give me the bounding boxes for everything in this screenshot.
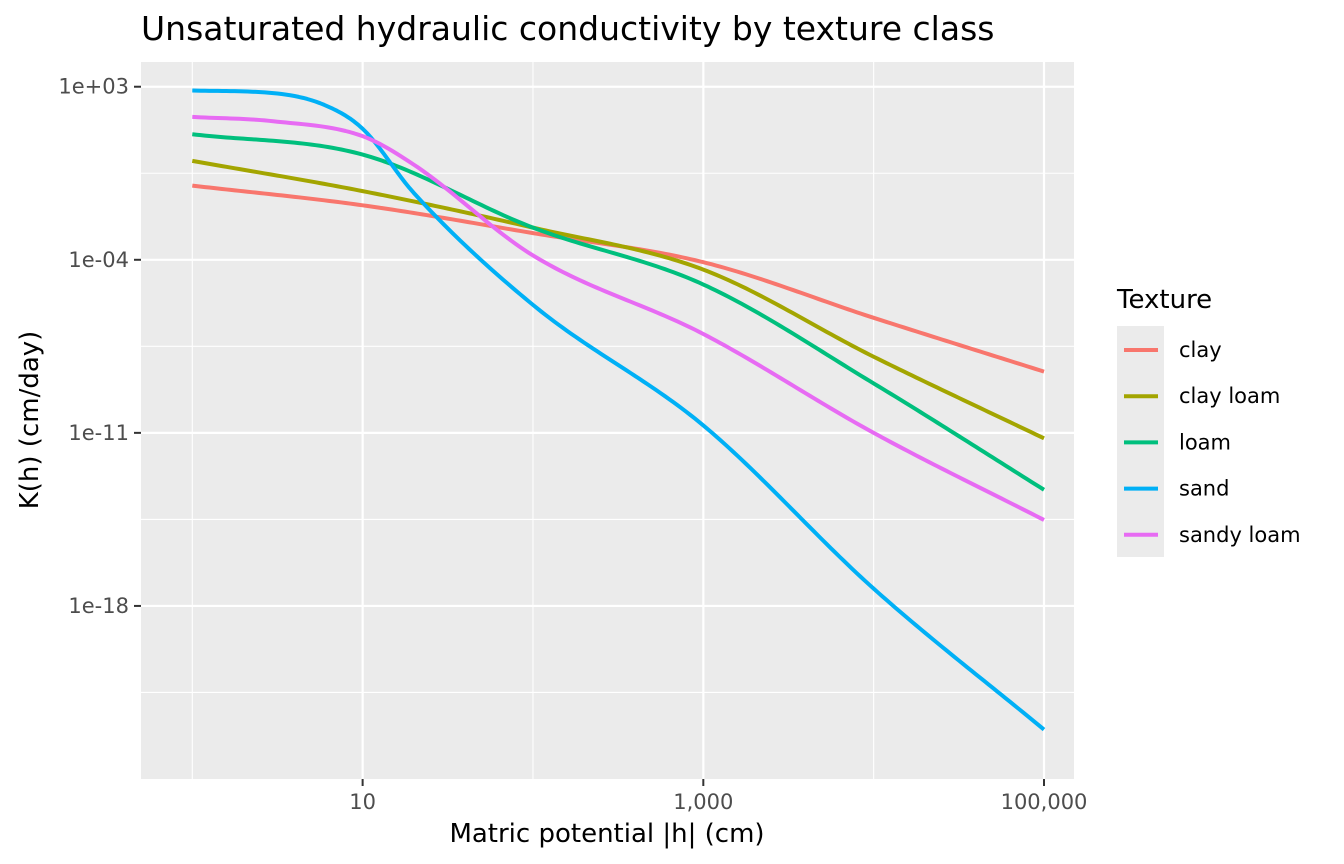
- y-axis: 1e+03 1e-04 1e-11 1e-18: [58, 75, 141, 618]
- x-axis-title: Matric potential |h| (cm): [449, 819, 764, 849]
- legend-label: clay: [1179, 338, 1222, 362]
- legend-label: sand: [1179, 477, 1229, 501]
- legend: Texture clay clay loam loam sand sandy loam: [1116, 285, 1301, 557]
- y-tick-label: 1e-18: [68, 594, 129, 618]
- y-tick-label: 1e+03: [58, 75, 129, 99]
- series-line-loam: [192, 132, 1046, 492]
- legend-label: loam: [1179, 430, 1231, 454]
- plot-panel: [141, 62, 1074, 779]
- x-tick-label: 10: [349, 790, 376, 814]
- series-lines: [191, 88, 1046, 732]
- chart-title: Unsaturated hydraulic conductivity by te…: [141, 9, 994, 48]
- x-tick-label: 100,000: [1001, 790, 1088, 814]
- series-line-sand: [192, 88, 1046, 732]
- y-tick-label: 1e-04: [68, 248, 129, 272]
- y-axis-title: K(h) (cm/day): [15, 331, 45, 510]
- series-line-clay-loam: [191, 158, 1045, 441]
- legend-title: Texture: [1116, 285, 1212, 315]
- series-line-sandy-loam: [192, 114, 1045, 522]
- y-tick-label: 1e-11: [68, 421, 129, 445]
- grid-major: [141, 62, 1074, 779]
- legend-items: clay clay loam loam sand sandy loam: [1124, 338, 1301, 547]
- grid-minor: [141, 62, 1074, 779]
- x-axis: 10 1,000 100,000: [349, 779, 1087, 814]
- x-tick-label: 1,000: [673, 790, 733, 814]
- legend-label: sandy loam: [1179, 523, 1301, 547]
- legend-label: clay loam: [1179, 384, 1280, 408]
